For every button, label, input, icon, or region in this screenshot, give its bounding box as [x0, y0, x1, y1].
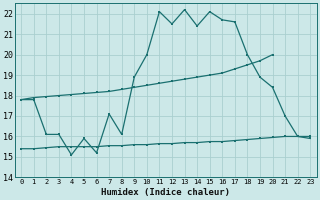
- X-axis label: Humidex (Indice chaleur): Humidex (Indice chaleur): [101, 188, 230, 197]
